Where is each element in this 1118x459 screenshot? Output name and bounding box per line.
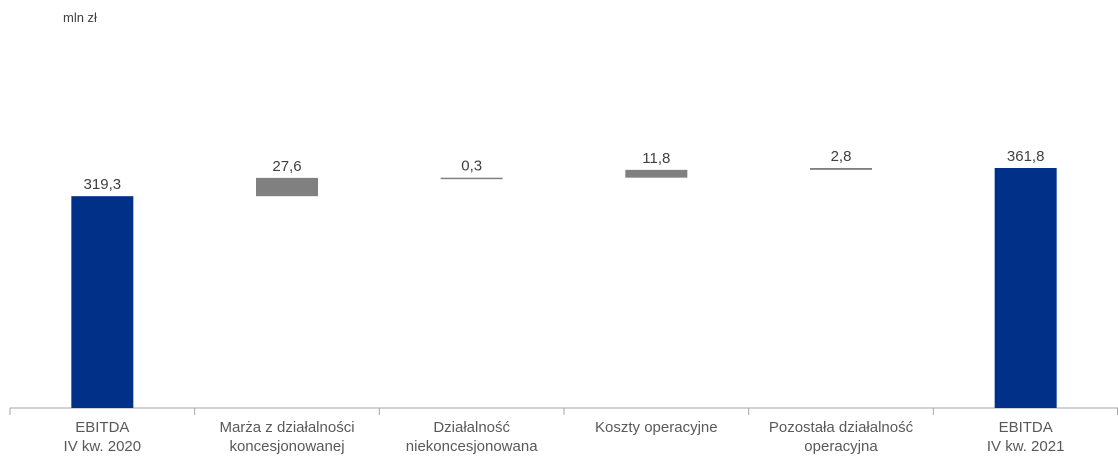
category-label: IV kw. 2021 (987, 438, 1065, 455)
value-label: 0,3 (461, 158, 482, 175)
delta-bar (625, 169, 688, 178)
delta-bar (810, 168, 872, 170)
total-bar (71, 196, 134, 408)
value-labels: 319,3 27,6 0,3 11,8 2,8 361,8 (84, 148, 1045, 193)
category-label: Pozostała działalność (769, 419, 914, 436)
unit-label: mln zł (63, 10, 97, 25)
x-axis (9, 407, 1118, 415)
value-label: 361,8 (1007, 148, 1045, 165)
category-label: EBITDA (75, 419, 129, 436)
bars (71, 168, 1057, 408)
category-label: EBITDA (999, 419, 1053, 436)
category-label: operacyjna (804, 438, 878, 455)
total-bar (994, 168, 1057, 408)
category-label: Marża z działalności (219, 419, 354, 436)
category-label: Działalność (433, 419, 510, 436)
category-label: IV kw. 2020 (64, 438, 142, 455)
value-label: 2,8 (831, 148, 852, 165)
value-label: 11,8 (642, 150, 670, 167)
delta-bar (440, 177, 503, 180)
delta-bar (256, 177, 318, 197)
category-label: niekoncesjonowana (406, 438, 538, 455)
category-labels: EBITDA IV kw. 2020 Marża z działalności kon… (64, 419, 1065, 455)
category-label: koncesjonowanej (229, 438, 344, 455)
category-label: Koszty operacyjne (595, 419, 718, 436)
value-label: 27,6 (272, 158, 301, 175)
value-label: 319,3 (84, 176, 122, 193)
